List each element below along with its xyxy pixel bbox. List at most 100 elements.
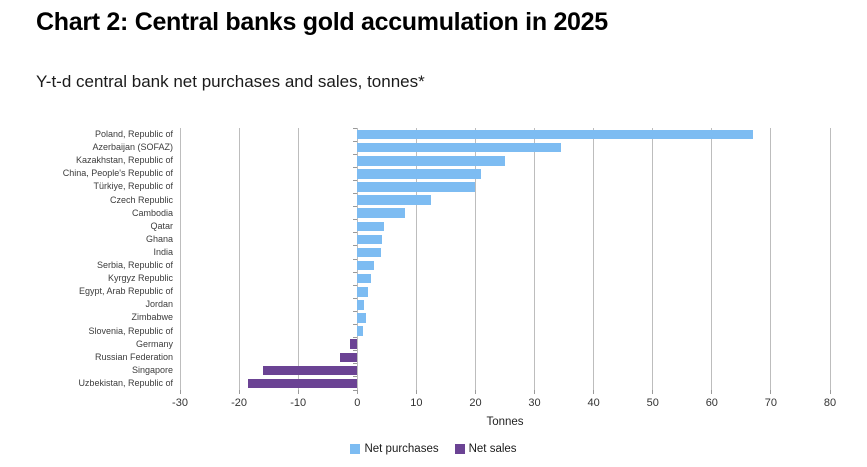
gridline — [652, 128, 654, 390]
x-tick-label: -20 — [231, 397, 248, 409]
legend-label: Net sales — [468, 443, 517, 455]
y-axis-tick — [353, 389, 358, 391]
y-axis-tick — [353, 310, 358, 312]
y-axis-tick — [353, 350, 358, 352]
category-label: Uzbekistan, Republic of — [78, 377, 173, 388]
y-axis-tick — [353, 337, 358, 339]
y-axis-tick — [353, 376, 358, 378]
bar-net-purchases — [357, 326, 363, 336]
y-axis-tick — [353, 363, 358, 365]
bar-net-purchases — [357, 182, 476, 192]
category-label: Zimbabwe — [131, 312, 173, 323]
x-axis-tick — [652, 390, 654, 394]
x-axis-tick — [474, 390, 476, 394]
category-label: Ghana — [145, 233, 173, 244]
bar-net-purchases — [357, 313, 366, 323]
y-axis-tick — [353, 153, 358, 155]
bar-net-purchases — [357, 221, 385, 231]
gridline — [593, 128, 595, 390]
bar-net-purchases — [357, 129, 754, 140]
x-tick-label: 40 — [587, 397, 600, 409]
gridline — [770, 128, 772, 390]
x-tick-label: 0 — [354, 397, 361, 409]
x-tick-label: -10 — [290, 397, 307, 409]
legend-swatch-icon — [350, 444, 361, 454]
x-tick-label: -30 — [172, 397, 188, 409]
bar-net-purchases — [357, 247, 381, 258]
y-axis-tick — [353, 193, 358, 194]
category-label: Kazakhstan, Republic of — [75, 155, 173, 166]
category-label: Czech Republic — [109, 194, 173, 205]
x-axis-tick — [415, 390, 417, 394]
gridline — [179, 128, 181, 390]
x-axis-tick — [297, 390, 299, 394]
bar-net-sales — [339, 352, 358, 362]
bar-net-purchases — [357, 287, 369, 297]
gridline — [829, 128, 831, 390]
bar-net-purchases — [357, 195, 432, 205]
y-axis-tick — [353, 219, 358, 221]
x-axis-title: Tonnes — [486, 416, 524, 428]
gridline — [711, 128, 713, 390]
chart-title: Chart 2: Central banks gold accumulation… — [36, 8, 608, 36]
category-label: Russian Federation — [94, 351, 173, 362]
category-label: Egypt, Arab Republic of — [78, 286, 173, 297]
y-axis-tick — [353, 140, 358, 142]
bar-net-purchases — [357, 234, 383, 245]
category-label: Qatar — [150, 220, 173, 231]
bar-net-purchases — [357, 142, 562, 153]
category-label: Singapore — [131, 364, 173, 375]
gridline — [297, 128, 299, 390]
category-label: Serbia, Republic of — [96, 260, 173, 270]
x-tick-label: 20 — [469, 397, 482, 409]
chart-subtitle: Y-t-d central bank net purchases and sal… — [36, 72, 425, 91]
gridline — [534, 128, 536, 390]
x-axis-tick — [179, 390, 181, 394]
x-axis-tick — [593, 390, 595, 394]
x-axis-tick — [711, 390, 713, 394]
legend-label: Net purchases — [364, 443, 439, 455]
legend-item: Net sales — [454, 443, 517, 455]
category-label: Cambodia — [131, 207, 173, 218]
x-tick-label: 80 — [823, 397, 837, 409]
x-axis-tick — [356, 390, 358, 394]
x-axis-tick — [534, 390, 536, 394]
legend: Net purchases Net sales — [0, 443, 867, 455]
y-axis-tick — [353, 232, 358, 234]
bar-net-sales — [350, 339, 358, 349]
x-tick-label: 10 — [410, 397, 423, 409]
bar-net-sales — [247, 378, 358, 389]
y-axis-tick — [353, 258, 358, 260]
bar-net-purchases — [357, 273, 372, 284]
bar-net-purchases — [357, 260, 374, 271]
category-label: Türkiye, Republic of — [93, 181, 173, 192]
y-axis-tick — [353, 166, 358, 168]
x-axis-tick — [829, 390, 831, 394]
legend-item: Net purchases — [350, 443, 439, 455]
legend-swatch-icon — [454, 444, 465, 454]
bar-net-purchases — [357, 169, 482, 179]
category-label: Azerbaijan (SOFAZ) — [92, 142, 173, 153]
bar-net-purchases — [357, 300, 365, 310]
gridline — [415, 128, 417, 390]
gridline — [356, 128, 358, 390]
category-label: Kyrgyz Republic — [107, 273, 173, 284]
x-tick-label: 60 — [705, 397, 718, 409]
x-axis-tick — [770, 390, 772, 394]
gridline — [474, 128, 476, 390]
category-label: Slovenia, Republic of — [88, 325, 173, 336]
bar-net-purchases — [357, 208, 405, 218]
x-axis-tick — [238, 390, 240, 394]
x-tick-label: 30 — [528, 397, 541, 409]
y-axis-tick — [353, 271, 358, 273]
y-axis-tick — [353, 179, 358, 181]
x-tick-label: 50 — [646, 397, 659, 409]
bar-net-purchases — [357, 156, 505, 166]
bar-net-sales — [262, 365, 358, 376]
y-axis-tick — [353, 206, 358, 208]
y-axis-tick — [353, 127, 358, 129]
category-label: China, People's Republic of — [62, 168, 173, 179]
category-label: Poland, Republic of — [94, 129, 173, 139]
